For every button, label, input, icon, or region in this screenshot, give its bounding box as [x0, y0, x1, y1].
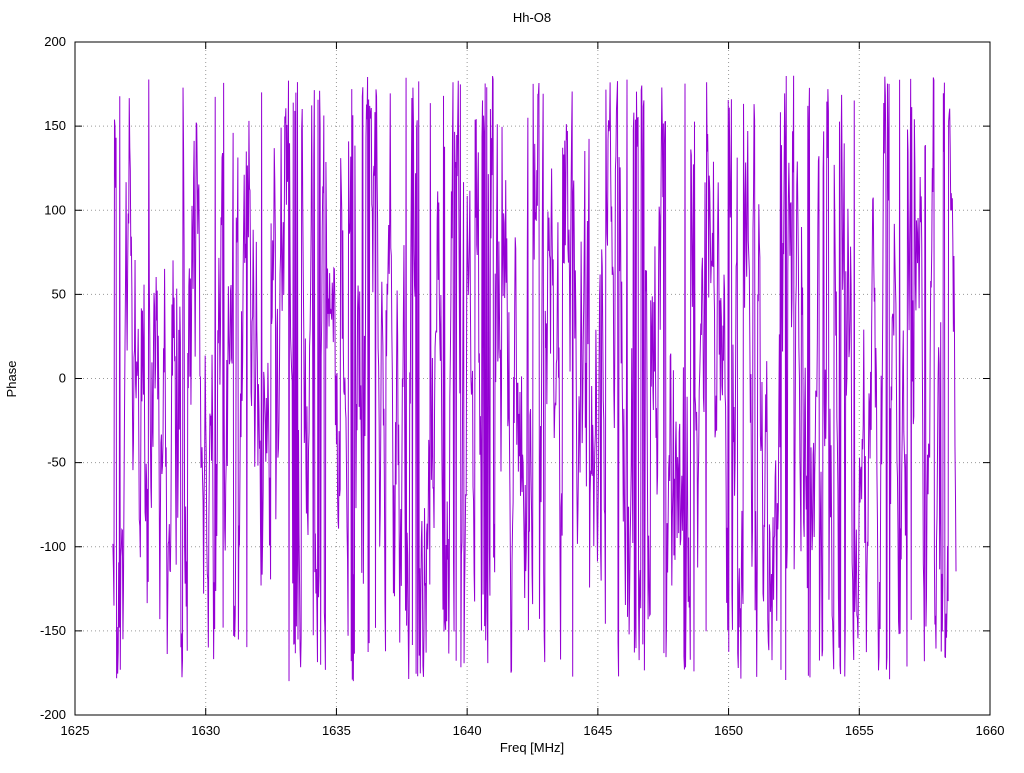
- y-tick-label: 0: [59, 371, 66, 386]
- x-tick-label: 1645: [583, 723, 612, 738]
- x-tick-label: 1625: [61, 723, 90, 738]
- y-tick-label: 150: [44, 118, 66, 133]
- chart-title: Hh-O8: [513, 10, 551, 25]
- x-tick-label: 1635: [322, 723, 351, 738]
- plot-border: [74, 41, 991, 716]
- x-tick-label: 1640: [453, 723, 482, 738]
- y-tick-label: -50: [47, 455, 66, 470]
- y-axis-label: Phase: [4, 361, 19, 398]
- y-tick-label: -150: [40, 623, 66, 638]
- x-axis-label: Freq [MHz]: [500, 740, 564, 755]
- axis-tick-labels: 1625 1630 1635 1640 1645 1650 1655 1660 -200 -150…: [40, 34, 1004, 738]
- x-tick-label: 1630: [191, 723, 220, 738]
- y-tick-label: -200: [40, 707, 66, 722]
- y-tick-label: 100: [44, 202, 66, 217]
- x-tick-label: 1655: [845, 723, 874, 738]
- data-series: [112, 75, 957, 682]
- x-tick-label: 1650: [714, 723, 743, 738]
- y-tick-label: 200: [44, 34, 66, 49]
- y-tick-label: -100: [40, 539, 66, 554]
- phase-trace: [112, 75, 957, 682]
- y-tick-label: 50: [52, 286, 66, 301]
- x-tick-label: 1660: [976, 723, 1005, 738]
